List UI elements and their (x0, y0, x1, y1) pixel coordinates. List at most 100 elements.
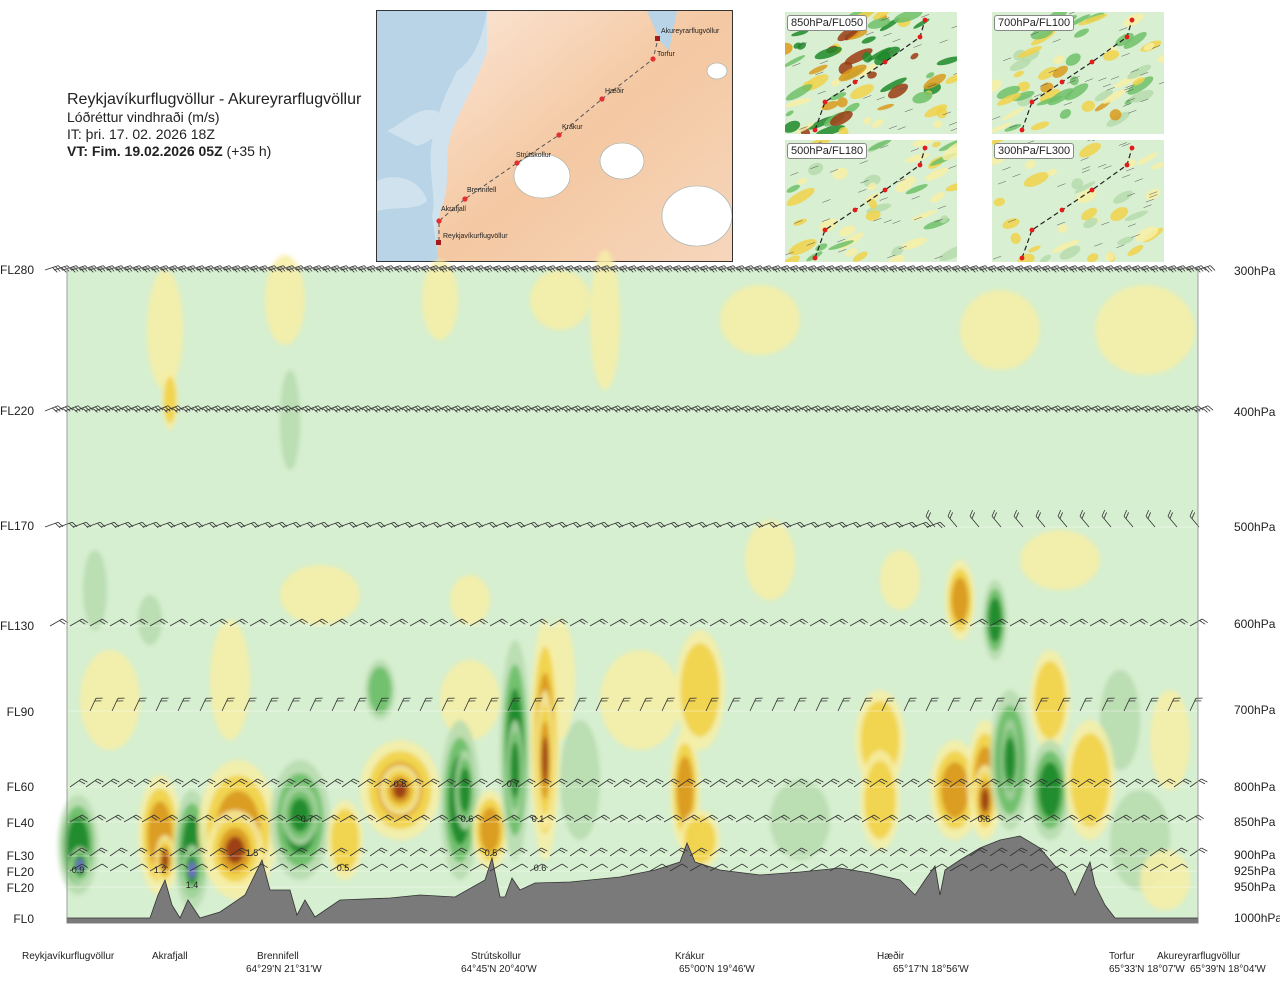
route-overview-map: Akureyrarflugvöllur Torfur Hæðir Krákur … (376, 10, 733, 262)
wind-barb (221, 697, 235, 712)
wind-barb (709, 847, 728, 857)
wind-barb (793, 697, 807, 712)
thumb-wind-streak (863, 117, 872, 125)
wind-barb (419, 697, 433, 712)
thumb-wind-barb (1121, 53, 1130, 57)
waypoint-coord-strutskollur: 64°45'N 20°40'W (461, 964, 537, 975)
wind-barb (489, 618, 508, 627)
thumb-wind-streak (1038, 66, 1058, 80)
thumb-wind-streak (1083, 217, 1098, 229)
wind-barb (794, 405, 814, 413)
thumb-waypoint-marker (1029, 227, 1035, 233)
wind-barb (373, 778, 392, 788)
wind-barb (369, 863, 388, 872)
thumb-wind-streak (893, 12, 923, 23)
wind-barb (529, 618, 548, 627)
wind-barb (704, 405, 724, 413)
wind-barb (1035, 509, 1046, 528)
velocity-cell (450, 575, 490, 625)
wind-barb (534, 405, 554, 413)
thumb-wind-streak (791, 30, 809, 37)
thumb-wind-streak (939, 245, 957, 262)
wind-barb (849, 618, 868, 627)
wind-barb (1074, 405, 1094, 413)
thumb-wind-streak (868, 198, 878, 209)
wind-barb (325, 778, 344, 788)
wind-barb (661, 778, 680, 788)
thumb-wind-barb (1134, 178, 1143, 182)
level-map-300hpa[interactable]: 300hPa/FL300 (992, 140, 1164, 262)
thumb-wind-streak (1074, 181, 1096, 194)
thumb-wind-barb (897, 87, 906, 91)
wind-barb (454, 405, 474, 413)
thumb-wind-barb (1039, 83, 1048, 87)
wind-barb (925, 697, 939, 712)
thumb-wind-barb (948, 165, 957, 169)
wind-barb (1029, 847, 1048, 857)
wind-barb (815, 697, 829, 712)
wind-barb (94, 405, 114, 413)
wind-barb (1084, 405, 1104, 413)
thumb-wind-streak (853, 251, 868, 262)
thumb-wind-barb (1127, 223, 1136, 227)
wind-barb (609, 814, 628, 823)
thumb-wind-streak (785, 84, 813, 101)
wind-barb (749, 618, 768, 627)
level-map-500hpa[interactable]: 500hPa/FL180 (785, 140, 957, 262)
wind-barb (309, 863, 328, 872)
velocity-cell (600, 650, 680, 750)
wind-barb (269, 847, 288, 857)
wind-barb (689, 847, 708, 857)
thumb-wind-barb (934, 255, 943, 260)
thumb-wind-streak (786, 187, 815, 206)
wind-barb (903, 697, 917, 712)
thumb-wind-barb (950, 128, 957, 131)
wind-barb (389, 847, 408, 857)
wind-barb (1061, 778, 1080, 788)
wind-barb (861, 814, 880, 823)
thumb-wind-barb (892, 220, 901, 224)
thumb-wind-barb (1002, 166, 1011, 171)
velocity-cell (684, 816, 716, 864)
wind-barb (1109, 847, 1128, 857)
wind-barb (574, 405, 594, 413)
thumb-wind-streak (1081, 207, 1098, 221)
thumb-wind-barb (1140, 72, 1149, 76)
velocity-cell (459, 767, 471, 813)
wind-barb (705, 697, 719, 712)
waypoint-torfur-marker (650, 56, 656, 62)
wind-barb (629, 863, 648, 872)
wind-barb (69, 863, 88, 872)
thumb-wind-barb (1012, 173, 1021, 178)
thumb-wind-streak (1143, 42, 1155, 51)
value-label: 0.1 (532, 814, 545, 824)
thumb-wind-streak (1039, 89, 1061, 103)
wind-barb (661, 697, 675, 712)
wind-barb (165, 778, 184, 788)
thumb-wind-streak (845, 248, 858, 257)
thumb-wind-streak (1081, 100, 1095, 112)
wind-barb (969, 814, 988, 823)
wind-barb (773, 778, 792, 788)
level-map-700hpa[interactable]: 700hPa/FL100 (992, 12, 1164, 134)
wind-barb (843, 814, 862, 823)
thumb-wind-streak (785, 120, 801, 133)
wind-barb (159, 814, 178, 823)
thumb-wind-barb (904, 108, 913, 113)
thumb-wind-streak (1102, 50, 1120, 61)
wind-barb (1125, 778, 1144, 788)
wind-barb (1194, 405, 1214, 413)
thumb-wind-barb (1124, 86, 1133, 91)
level-map-850hpa[interactable]: 850hPa/FL050 (785, 12, 957, 134)
thumb-wind-streak (1048, 88, 1074, 106)
wind-barb (809, 618, 828, 627)
thumb-wind-barb (1098, 77, 1107, 82)
wind-barb (885, 778, 904, 788)
wind-barb (449, 847, 468, 857)
wind-barb (1057, 509, 1068, 528)
route-title: Reykjavíkurflugvöllur - Akureyrarflugvöl… (67, 91, 362, 108)
wind-barb (1035, 697, 1049, 712)
wind-barb (1129, 847, 1148, 857)
thumb-wind-streak (1013, 70, 1024, 78)
thumb-wind-streak (1124, 210, 1148, 221)
